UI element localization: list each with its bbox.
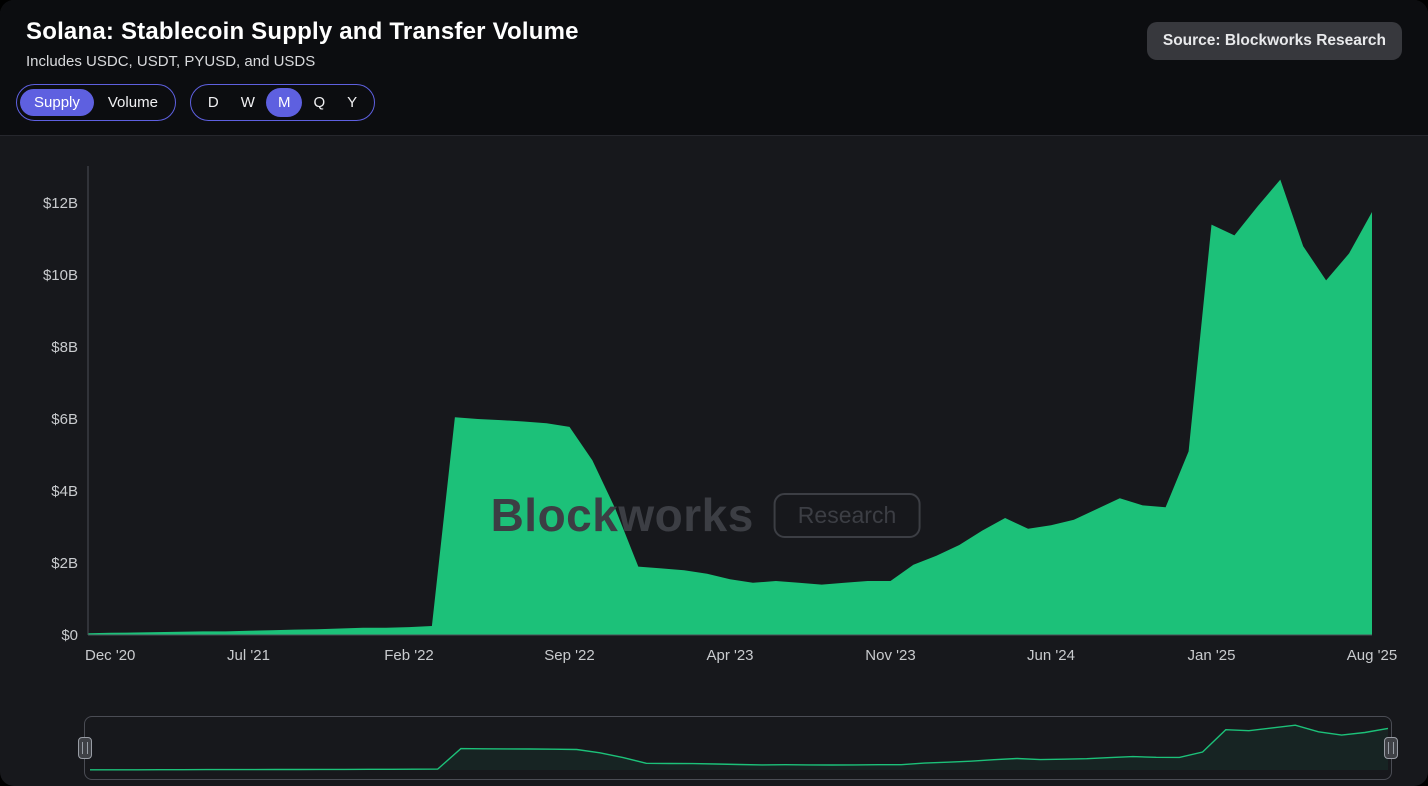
navigator-series-line xyxy=(90,724,1389,771)
toggle-volume[interactable]: Volume xyxy=(107,94,158,111)
chart-area: $0 $2B $4B $6B $8B $10B $12B Dec '20 Jul '21 Feb … xyxy=(0,136,1428,676)
header: Solana: Stablecoin Supply and Transfer V… xyxy=(0,0,1428,76)
x-axis-label: Jan '25 xyxy=(1188,647,1236,664)
y-axis-label: $0 xyxy=(61,627,78,644)
range-navigator-track[interactable] xyxy=(85,717,1391,779)
x-axis-label: Nov '23 xyxy=(865,647,915,664)
x-axis-label: Jun '24 xyxy=(1027,647,1075,664)
supply-series-area[interactable] xyxy=(88,179,1372,635)
navigator-series-fill xyxy=(90,725,1388,770)
page-title: Solana: Stablecoin Supply and Transfer V… xyxy=(26,18,579,45)
x-axis-label: Sep '22 xyxy=(544,647,594,664)
y-axis-label: $4B xyxy=(51,483,78,500)
y-axis-label: $8B xyxy=(51,339,78,356)
navigator-right-handle[interactable] xyxy=(1384,737,1398,759)
interval-toggle-group: D W M Q Y xyxy=(189,84,376,121)
interval-q[interactable]: Q xyxy=(313,94,326,111)
title-block: Solana: Stablecoin Supply and Transfer V… xyxy=(26,18,579,70)
interval-m[interactable]: M xyxy=(265,88,303,117)
navigator-left-handle[interactable] xyxy=(78,737,92,759)
y-axis-label: $2B xyxy=(51,555,78,572)
source-badge: Source: Blockworks Research xyxy=(1146,22,1402,60)
x-axis-label: Aug '25 xyxy=(1347,647,1397,664)
interval-w[interactable]: W xyxy=(240,94,255,111)
chart-controls: Supply Volume D W M Q Y xyxy=(0,76,1428,135)
metric-toggle-group: Supply Volume xyxy=(16,84,176,121)
y-axis-label: $10B xyxy=(43,267,78,284)
y-axis-label: $12B xyxy=(43,195,78,212)
x-axis-label: Jul '21 xyxy=(227,647,270,664)
range-navigator[interactable] xyxy=(78,716,1398,780)
x-axis-label: Dec '20 xyxy=(85,647,135,664)
header-divider xyxy=(0,135,1428,136)
y-axis-label: $6B xyxy=(51,411,78,428)
page-subtitle: Includes USDC, USDT, PYUSD, and USDS xyxy=(26,53,316,70)
x-axis-label: Apr '23 xyxy=(706,647,753,664)
toggle-supply[interactable]: Supply xyxy=(20,89,94,116)
interval-y[interactable]: Y xyxy=(347,94,358,111)
interval-d[interactable]: D xyxy=(207,94,219,111)
navigator-mini-chart[interactable] xyxy=(85,717,1391,779)
header-area: Solana: Stablecoin Supply and Transfer V… xyxy=(0,0,1428,135)
supply-area-chart[interactable]: $0 $2B $4B $6B $8B $10B $12B Dec '20 Jul '21 Feb … xyxy=(0,136,1428,676)
x-axis-label: Feb '22 xyxy=(384,647,434,664)
